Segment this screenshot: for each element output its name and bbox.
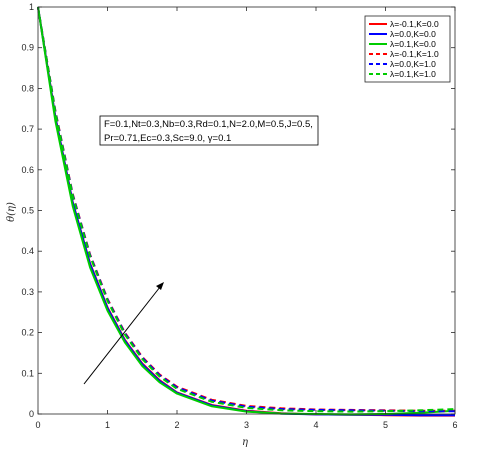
y-tick-label: 0.3 (21, 287, 34, 297)
legend-label-2: λ=0.0,K=0.0 (390, 29, 436, 39)
y-tick-label: 0.6 (21, 165, 34, 175)
x-tick-label: 4 (313, 420, 318, 430)
annotation-line-2: Pr=0.71,Ec=0.3,Sc=9.0, γ=0.1 (104, 133, 231, 144)
parameter-annotation: F=0.1,Nt=0.3,Nb=0.3,Rd=0.1,N=2.0,M=0.5,J… (99, 115, 319, 146)
annotation-box (99, 115, 319, 146)
x-axis-label: η (242, 437, 248, 448)
y-tick-label: 0.9 (21, 43, 34, 53)
series-line-6 (37, 6, 456, 413)
x-tick-label: 0 (35, 420, 40, 430)
y-tick-label: 0.1 (21, 368, 34, 378)
x-tick-label: 5 (383, 420, 388, 430)
legend-label-5: λ=0.0,K=1.0 (390, 59, 436, 69)
trend-arrow (83, 282, 164, 385)
y-axis-label: θ(η) (6, 202, 17, 222)
legend-label-4: λ=-0.1,K=1.0 (390, 49, 439, 59)
y-tick-label: 0.7 (21, 124, 34, 134)
legend-label-3: λ=0.1,K=0.0 (390, 39, 436, 49)
axes-layer: 0 1 2 3 4 5 6 0 0.1 0.2 0.3 0.4 0.5 0.6 0.7 0.8 0.9 1 (21, 2, 457, 430)
legend-label-1: λ=-0.1,K=0.0 (390, 19, 439, 29)
y-tick-label: 1 (29, 2, 34, 12)
y-tick-label: 0.2 (21, 328, 34, 338)
y-tick-label: 0.4 (21, 246, 34, 256)
x-tick-label: 3 (244, 420, 249, 430)
y-tick-label: 0 (29, 409, 34, 419)
x-tick-label: 1 (105, 420, 110, 430)
trend-arrow-line (83, 286, 161, 385)
legend-label-6: λ=0.1,K=1.0 (390, 69, 436, 79)
x-tick-label: 6 (452, 420, 457, 430)
annotation-line-1: F=0.1,Nt=0.3,Nb=0.3,Rd=0.1,N=2.0,M=0.5,J… (104, 119, 313, 130)
x-tick-label: 2 (174, 420, 179, 430)
trend-arrow-head (156, 282, 164, 290)
legend: λ=-0.1,K=0.0λ=0.0,K=0.0λ=0.1,K=0.0λ=-0.1… (364, 15, 451, 83)
series-layer (37, 6, 456, 417)
legend-box (364, 15, 451, 83)
y-tick-label: 0.8 (21, 83, 34, 93)
y-tick-label: 0.5 (21, 206, 34, 216)
